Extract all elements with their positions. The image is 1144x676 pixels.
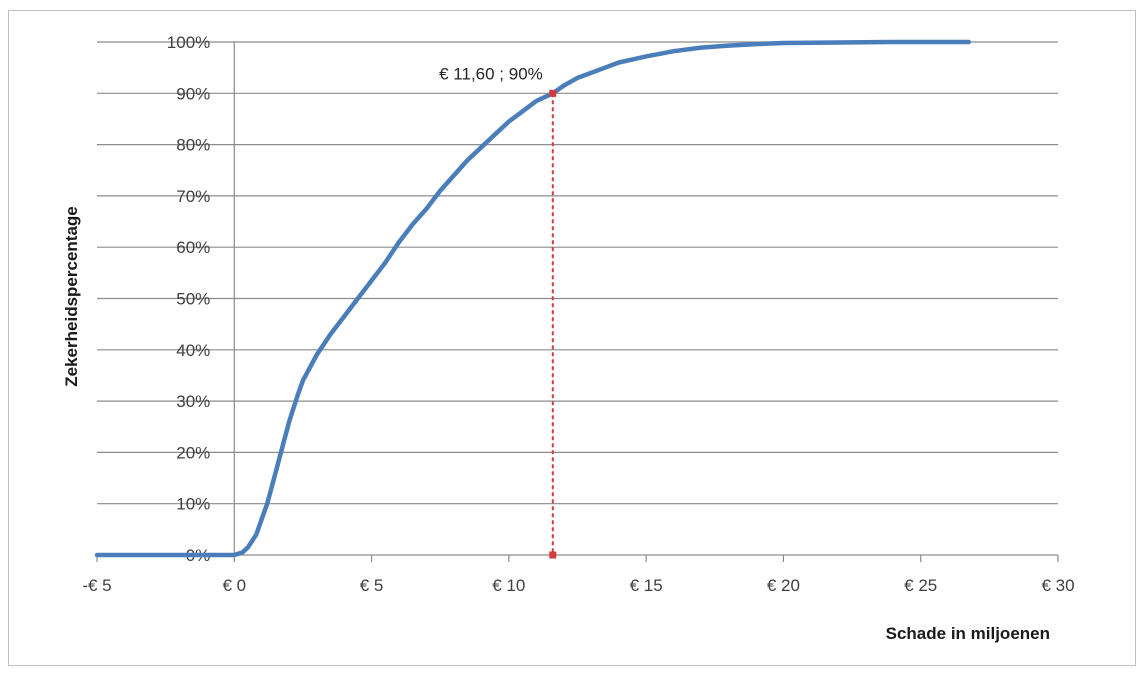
y-tick-label: 30% [176, 392, 210, 411]
y-tick-label: 20% [176, 443, 210, 462]
y-axis-title: Zekerheidspercentage [62, 206, 81, 386]
y-tick-label: 80% [176, 136, 210, 155]
x-tick-label: € 5 [360, 576, 384, 595]
y-tick-label: 70% [176, 187, 210, 206]
y-tick-label: 40% [176, 341, 210, 360]
x-tick-label: € 20 [767, 576, 800, 595]
chart-frame: 0% 10% 20% 30% 40% 50% 60% 70% 80% 90% 100% -€ 5 € … [8, 10, 1136, 666]
x-tick-label: € 15 [630, 576, 663, 595]
x-axis-title: Schade in miljoenen [886, 624, 1050, 643]
x-tick-label: € 30 [1041, 576, 1074, 595]
series-line-0 [94, 39, 972, 558]
y-tick-label: 90% [176, 84, 210, 103]
gridlines [97, 41, 1058, 505]
x-tick-label: € 0 [222, 576, 246, 595]
x-tick-label: -€ 5 [82, 576, 111, 595]
axes [96, 42, 1059, 562]
y-tick-label: 50% [176, 290, 210, 309]
marker-point [549, 89, 557, 97]
y-tick-label: 60% [176, 238, 210, 257]
marker-label: € 11,60 ; 90% [439, 64, 543, 83]
series-layer [94, 39, 972, 558]
y-tick-label: 100% [167, 33, 210, 52]
y-tick-labels: 0%10%20%30%40%50%60%70%80%90%100% [167, 33, 210, 565]
x-tick-labels: -€ 5 € 0 € 5 € 10 € 15 € 20 € 25 € 30 [82, 576, 1074, 595]
marker-layer: € 11,60 ; 90% [439, 64, 557, 559]
marker-base-point [549, 551, 557, 559]
line-chart: 0%10%20%30%40%50%60%70%80%90%100% -€ 5 € … [62, 33, 1075, 643]
y-tick-label: 10% [176, 495, 210, 514]
x-tick-label: € 25 [904, 576, 937, 595]
x-tick-label: € 10 [492, 576, 525, 595]
